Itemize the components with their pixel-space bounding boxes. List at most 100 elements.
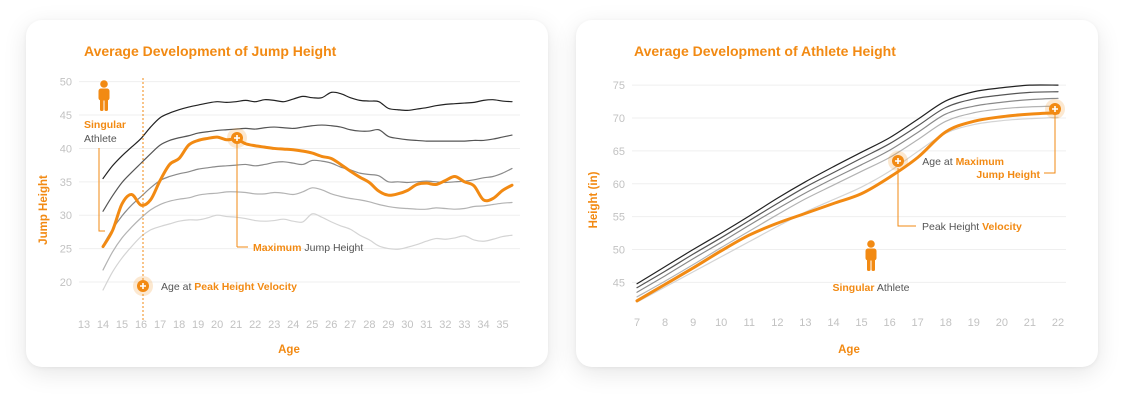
x-axis-label: Age bbox=[838, 344, 860, 356]
y-tick-label: 35 bbox=[60, 177, 72, 189]
y-axis-label: Jump Height bbox=[38, 175, 50, 245]
x-tick-label: 22 bbox=[1052, 317, 1064, 329]
series-line-band-2 bbox=[636, 91, 1059, 289]
singular-leader bbox=[98, 148, 105, 232]
x-tick-label: 16 bbox=[135, 319, 147, 331]
max-jump-label: Jump Height bbox=[976, 169, 1040, 181]
y-tick-label: 20 bbox=[60, 277, 72, 289]
y-tick-label: 45 bbox=[613, 277, 625, 289]
x-tick-label: 24 bbox=[287, 319, 299, 331]
y-tick-label: 45 bbox=[60, 110, 72, 122]
athlete-height-card: Average Development of Athlete Height 45… bbox=[576, 20, 1098, 367]
x-tick-label: 13 bbox=[799, 317, 811, 329]
series-lines bbox=[635, 84, 1060, 303]
singular-athlete-label: Singular Athlete bbox=[832, 282, 909, 294]
y-axis-ticks: 20 25 30 35 40 45 50 bbox=[60, 77, 72, 289]
x-tick-label: 15 bbox=[855, 317, 867, 329]
y-tick-label: 75 bbox=[613, 80, 625, 92]
athlete-label: Athlete bbox=[84, 133, 117, 145]
x-tick-label: 30 bbox=[401, 319, 413, 331]
y-tick-label: 60 bbox=[613, 179, 625, 191]
max-jump-label: Maximum Jump Height bbox=[253, 242, 363, 254]
series-line-singular-athlete bbox=[635, 111, 1060, 303]
series-line-band-2 bbox=[102, 124, 513, 212]
series-line-singular-athlete bbox=[101, 135, 514, 249]
x-tick-label: 16 bbox=[883, 317, 895, 329]
x-tick-label: 14 bbox=[97, 319, 109, 331]
x-tick-label: 31 bbox=[420, 319, 432, 331]
person-icon bbox=[98, 80, 110, 111]
x-tick-label: 21 bbox=[230, 319, 242, 331]
x-tick-label: 12 bbox=[771, 317, 783, 329]
x-tick-label: 28 bbox=[363, 319, 375, 331]
phv-label: Peak Height Velocity bbox=[922, 221, 1022, 233]
x-tick-label: 15 bbox=[116, 319, 128, 331]
max-leader bbox=[1044, 115, 1056, 174]
y-tick-label: 25 bbox=[60, 244, 72, 256]
phv-label: Age at Peak Height Velocity bbox=[161, 281, 297, 293]
chart-title: Average Development of Jump Height bbox=[84, 43, 337, 59]
age-at-label: Age at Maximum bbox=[922, 156, 1004, 168]
x-axis-ticks: 13 14 15 16 17 18 19 20 21 22 23 24 25 26 27 28 29 30 31 32… bbox=[78, 319, 509, 331]
jump-height-chart: 20 25 30 35 40 45 50 13 14 15 16 17 18 19 20 21 22 23 24 2… bbox=[38, 77, 520, 356]
annotations: Singular Athlete Maximum Jump Height Age… bbox=[84, 78, 363, 320]
phv-leader bbox=[897, 168, 916, 227]
y-tick-label: 50 bbox=[613, 245, 625, 257]
x-tick-label: 14 bbox=[827, 317, 839, 329]
x-tick-label: 7 bbox=[634, 317, 640, 329]
y-tick-label: 65 bbox=[613, 146, 625, 158]
x-tick-label: 32 bbox=[439, 319, 451, 331]
y-tick-label: 40 bbox=[60, 143, 72, 155]
x-tick-label: 27 bbox=[344, 319, 356, 331]
series-line-band-1 bbox=[102, 91, 513, 180]
y-tick-label: 55 bbox=[613, 212, 625, 224]
series-line-band-1 bbox=[636, 84, 1059, 285]
series-line-band-5 bbox=[102, 213, 513, 291]
x-tick-label: 23 bbox=[268, 319, 280, 331]
x-tick-label: 18 bbox=[173, 319, 185, 331]
person-icon bbox=[865, 240, 877, 271]
grid bbox=[632, 84, 1066, 283]
x-tick-label: 21 bbox=[1024, 317, 1036, 329]
x-tick-label: 8 bbox=[662, 317, 668, 329]
x-tick-label: 26 bbox=[325, 319, 337, 331]
x-tick-label: 20 bbox=[211, 319, 223, 331]
x-tick-label: 35 bbox=[496, 319, 508, 331]
athlete-height-chart: 45 50 55 60 65 70 75 7 8 9 10 11 12 13 14 15 16 17 18 19 20… bbox=[588, 80, 1066, 356]
x-tick-label: 11 bbox=[744, 317, 755, 329]
x-tick-label: 34 bbox=[477, 319, 489, 331]
series-line-band-3 bbox=[636, 97, 1059, 293]
x-tick-label: 18 bbox=[940, 317, 952, 329]
x-tick-label: 9 bbox=[690, 317, 696, 329]
x-tick-label: 17 bbox=[154, 319, 166, 331]
x-tick-label: 19 bbox=[968, 317, 980, 329]
x-tick-label: 19 bbox=[192, 319, 204, 331]
x-tick-label: 17 bbox=[912, 317, 924, 329]
grid bbox=[79, 81, 520, 283]
x-tick-label: 22 bbox=[249, 319, 261, 331]
x-tick-label: 20 bbox=[996, 317, 1008, 329]
y-axis-label: Height (in) bbox=[588, 171, 600, 228]
singular-label: Singular bbox=[84, 119, 126, 131]
y-tick-label: 70 bbox=[613, 113, 625, 125]
jump-height-card: Average Development of Jump Height 20 25 3… bbox=[26, 20, 548, 367]
series-line-band-4 bbox=[102, 187, 513, 271]
annotations: Age at Maximum Jump Height Peak Height V… bbox=[832, 99, 1065, 294]
x-tick-label: 33 bbox=[458, 319, 470, 331]
x-axis-label: Age bbox=[278, 344, 300, 356]
y-tick-label: 50 bbox=[60, 77, 72, 89]
chart-title: Average Development of Athlete Height bbox=[634, 43, 896, 59]
series-line-band-5 bbox=[636, 116, 1059, 303]
series-lines bbox=[101, 91, 514, 291]
y-axis-ticks: 45 50 55 60 65 70 75 bbox=[613, 80, 625, 289]
phv-marker bbox=[888, 151, 908, 171]
x-axis-ticks: 7 8 9 10 11 12 13 14 15 16 17 18 19 20 21 22 bbox=[634, 317, 1064, 329]
series-line-band-4 bbox=[636, 105, 1059, 298]
y-tick-label: 30 bbox=[60, 210, 72, 222]
x-tick-label: 29 bbox=[382, 319, 394, 331]
max-marker bbox=[1045, 99, 1065, 119]
x-tick-label: 25 bbox=[306, 319, 318, 331]
phv-marker bbox=[133, 276, 153, 296]
x-tick-label: 10 bbox=[715, 317, 727, 329]
max-marker bbox=[227, 128, 247, 148]
